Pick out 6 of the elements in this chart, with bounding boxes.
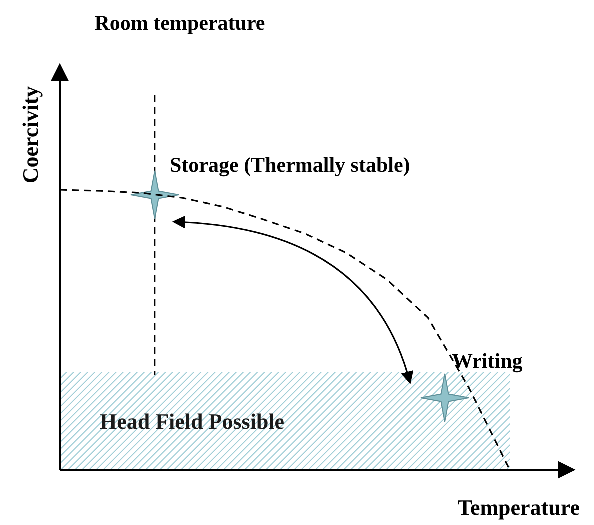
text: Room temperature [94, 11, 266, 35]
annotation: Writing [452, 349, 524, 373]
y-axis-title: Coercivity [18, 86, 43, 184]
x-axis-title: Temperature [458, 495, 580, 520]
text: Storage (Thermally stable) [170, 153, 410, 177]
band-label: Head Field Possible [100, 409, 285, 434]
